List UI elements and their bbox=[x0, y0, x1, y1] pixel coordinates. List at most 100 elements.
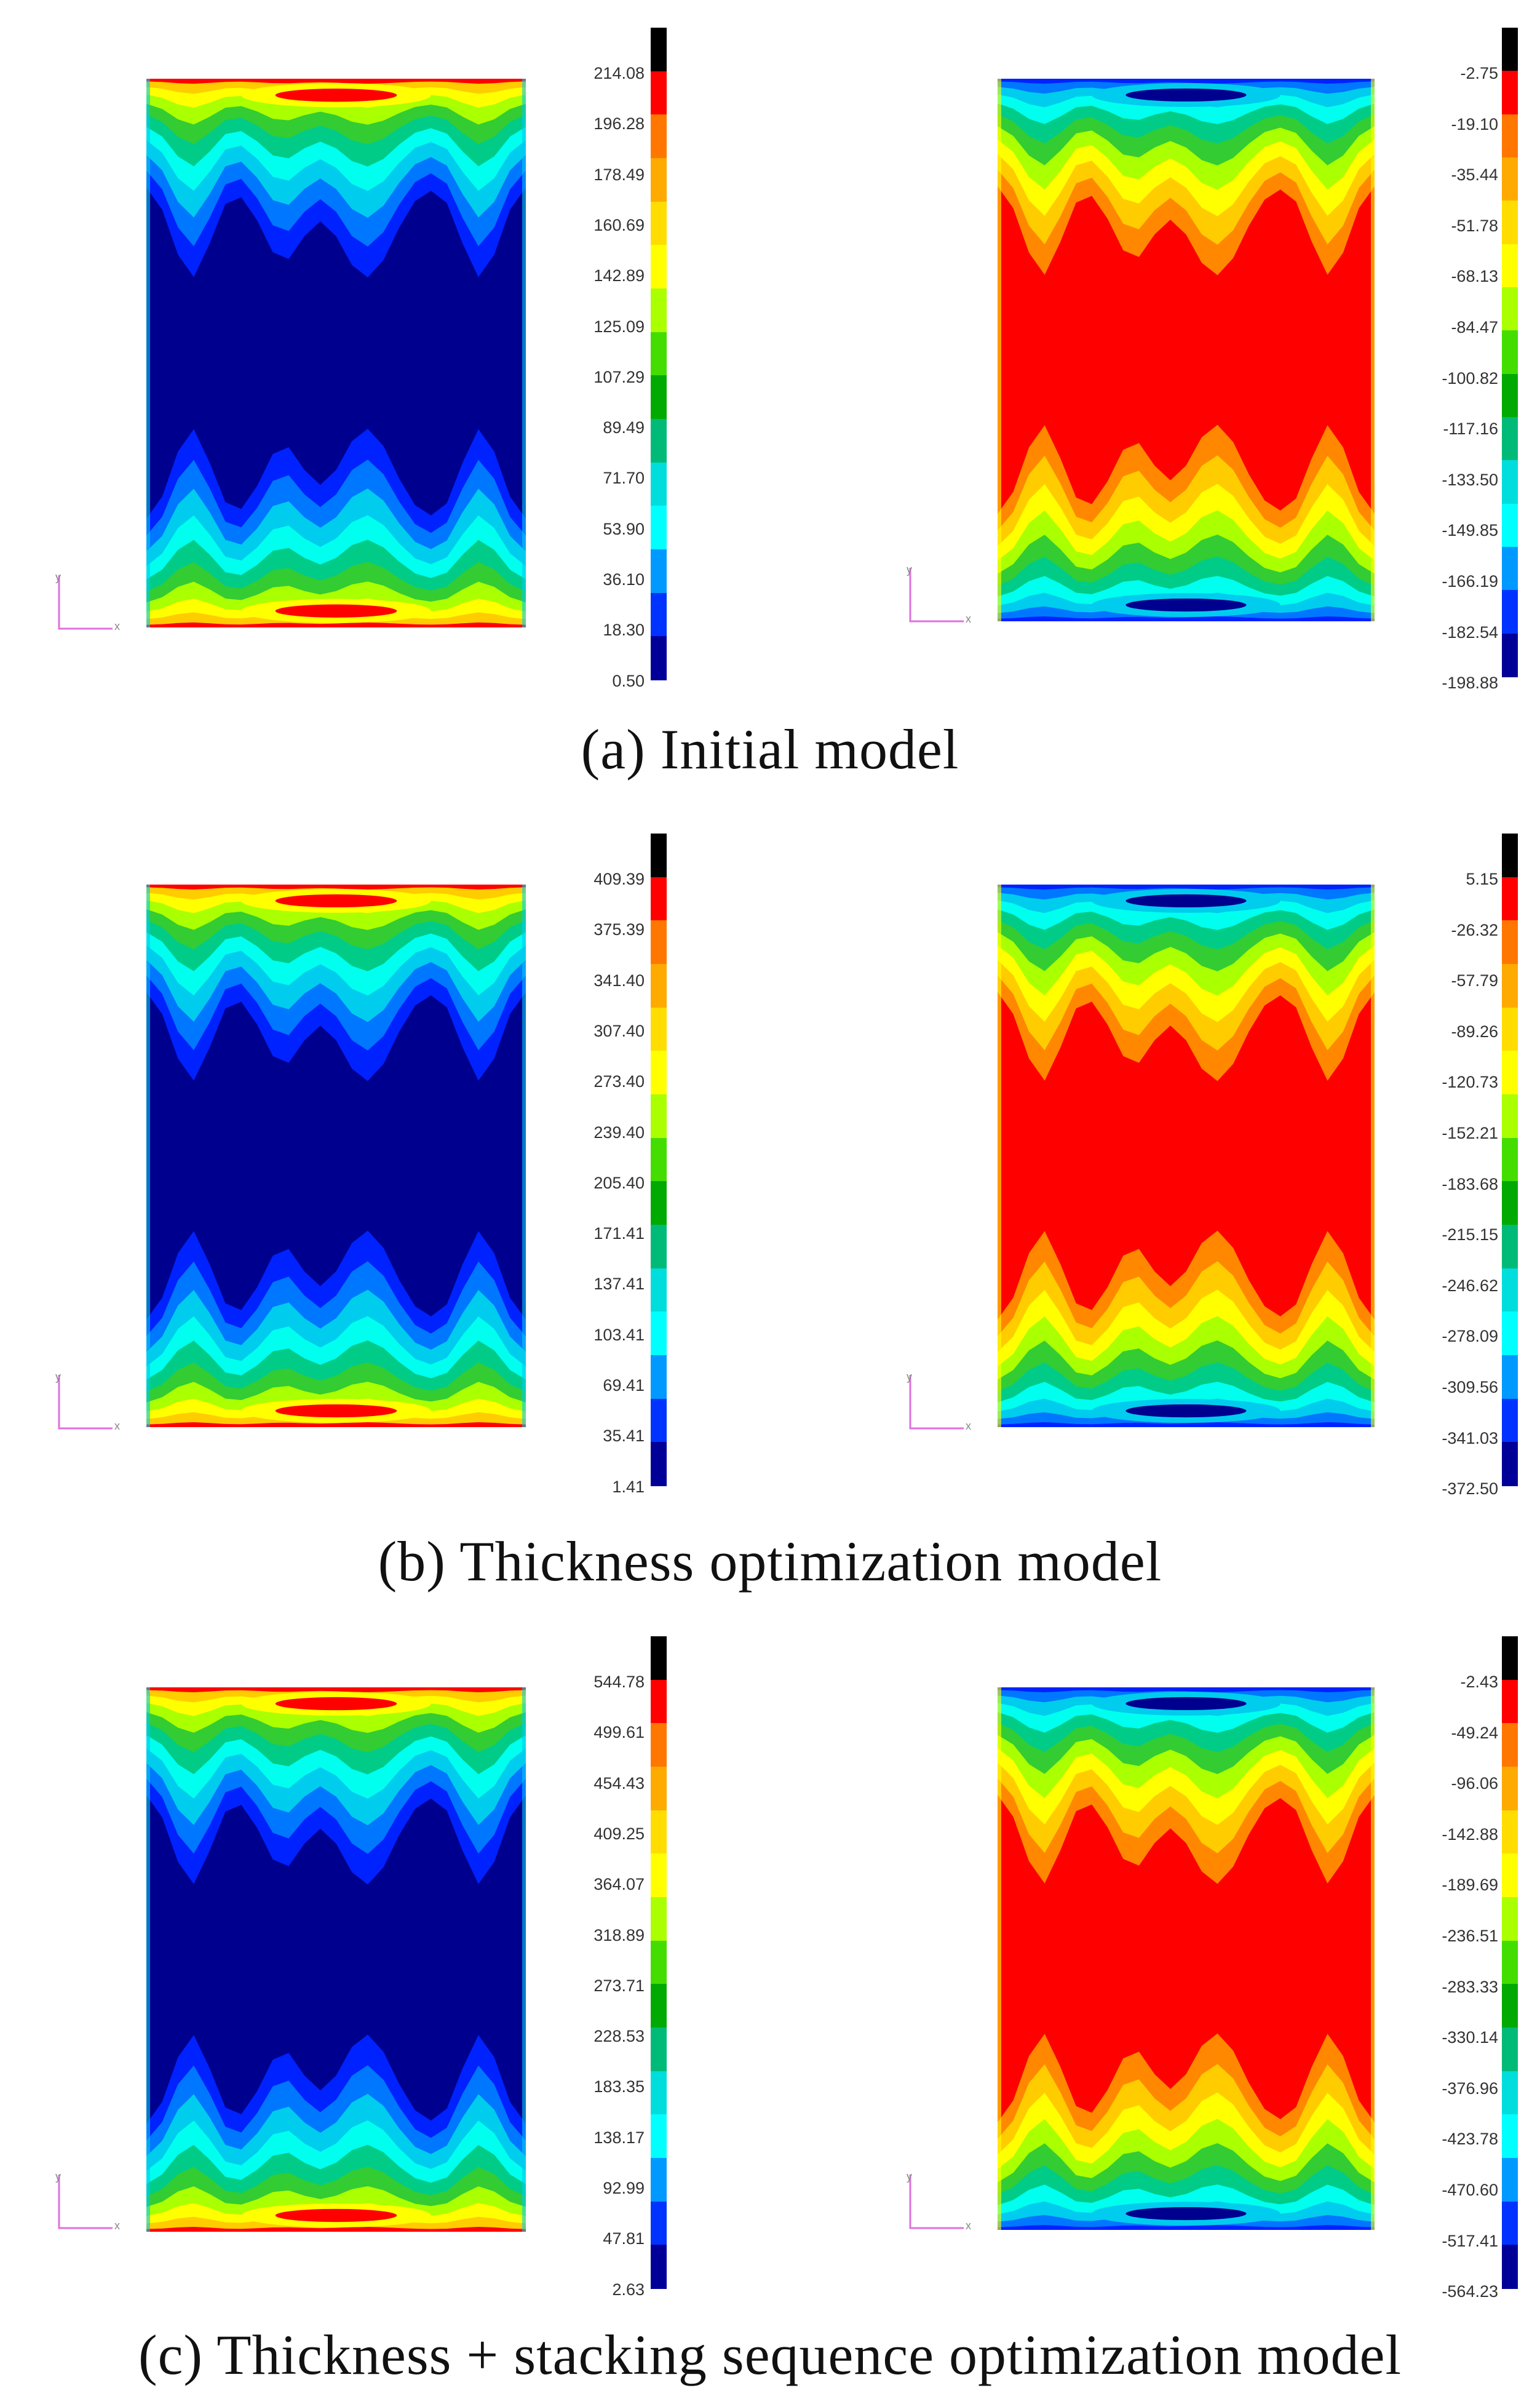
colorbar-segment bbox=[1502, 1137, 1518, 1182]
scale-label: 142.89 bbox=[593, 266, 645, 285]
scale-label: 0.50 bbox=[612, 671, 645, 690]
colorbar-segment bbox=[1502, 1442, 1518, 1486]
scale-label: 69.41 bbox=[603, 1376, 645, 1395]
scale-label: -246.62 bbox=[1442, 1276, 1498, 1295]
colorbar-segment bbox=[651, 549, 667, 594]
colorbar-right bbox=[1502, 834, 1518, 1486]
colorbar-segment bbox=[651, 1442, 667, 1486]
colorbar-segment bbox=[1502, 1225, 1518, 1269]
contour-plot-right bbox=[998, 1687, 1375, 2230]
scale-label: -57.79 bbox=[1451, 971, 1498, 990]
colorbar-segment bbox=[1502, 2114, 1518, 2159]
colorbar-segment bbox=[1502, 834, 1518, 878]
scale-label: 214.08 bbox=[593, 64, 645, 82]
colorbar-segment bbox=[1502, 1810, 1518, 1854]
colorbar-segment bbox=[1502, 114, 1518, 158]
contour-edge-right bbox=[1371, 885, 1375, 1427]
colorbar-segment bbox=[1502, 1853, 1518, 1898]
scale-label: -26.32 bbox=[1451, 920, 1498, 939]
scale-label: -117.16 bbox=[1443, 420, 1498, 439]
scale-label: -152.21 bbox=[1442, 1124, 1498, 1142]
contour-edge-right bbox=[522, 1687, 526, 2232]
caption-initial-model: (a) Initial model bbox=[581, 718, 959, 781]
contour-band-top-10 bbox=[998, 885, 1375, 890]
scale-label: -19.10 bbox=[1451, 114, 1498, 133]
scale-label: 307.40 bbox=[593, 1021, 645, 1040]
x-axis-label: x bbox=[966, 2219, 971, 2232]
caption-thickness-optimization: (b) Thickness optimization model bbox=[378, 1530, 1162, 1593]
scale-label: -278.09 bbox=[1442, 1327, 1498, 1346]
contour-lens-inner-top bbox=[275, 894, 397, 908]
scale-label: 409.25 bbox=[593, 1824, 645, 1843]
colorbar-segment bbox=[1502, 1268, 1518, 1312]
scale-label: -182.54 bbox=[1442, 623, 1498, 642]
colorbar-segment bbox=[1502, 2201, 1518, 2245]
x-axis-label: x bbox=[966, 613, 971, 625]
x-axis-label: x bbox=[114, 1420, 120, 1432]
scale-label: 228.53 bbox=[593, 2027, 645, 2046]
contour-band-top-10 bbox=[146, 1687, 526, 1692]
colorbar-segment bbox=[651, 375, 667, 420]
colorbar-segment bbox=[651, 158, 667, 202]
colorbar-segment bbox=[1502, 1636, 1518, 1681]
contour-edge-left bbox=[146, 79, 150, 627]
scale-label: 273.71 bbox=[593, 1976, 645, 1995]
colorbar-segment bbox=[651, 1137, 667, 1182]
scale-label: -215.15 bbox=[1442, 1225, 1498, 1244]
scale-label: -236.51 bbox=[1442, 1927, 1498, 1945]
colorbar-segment bbox=[651, 1853, 667, 1898]
scale-label: 273.40 bbox=[593, 1072, 645, 1091]
scale-label: -198.88 bbox=[1442, 674, 1498, 693]
scale-label: -51.78 bbox=[1451, 216, 1498, 235]
scale-label: -283.33 bbox=[1442, 1977, 1498, 1996]
scale-label: -96.06 bbox=[1451, 1774, 1498, 1793]
colorbar-segment bbox=[651, 114, 667, 159]
scale-label: 171.41 bbox=[593, 1224, 645, 1243]
colorbar-segment bbox=[651, 71, 667, 115]
colorbar-segment bbox=[651, 462, 667, 506]
scale-label: 125.09 bbox=[593, 317, 645, 336]
colorbar-segment bbox=[651, 1355, 667, 1399]
scale-label: 318.89 bbox=[593, 1925, 645, 1944]
colorbar-segment bbox=[1502, 417, 1518, 461]
y-axis-label: y bbox=[55, 572, 61, 583]
colorbar-segment bbox=[1502, 590, 1518, 634]
contour-band-top-10 bbox=[146, 885, 526, 890]
scale-label: 341.40 bbox=[593, 971, 645, 990]
scale-label: -189.69 bbox=[1442, 1876, 1498, 1895]
scale-label: -142.88 bbox=[1442, 1825, 1498, 1844]
scale-label: -68.13 bbox=[1451, 267, 1498, 286]
colorbar-segment bbox=[1502, 1767, 1518, 1811]
scale-label: -372.50 bbox=[1442, 1479, 1498, 1498]
colorbar-segment bbox=[1502, 1311, 1518, 1356]
contour-band-top-10 bbox=[998, 1687, 1375, 1692]
scale-label: 196.28 bbox=[593, 114, 645, 133]
scale-label: 35.41 bbox=[603, 1427, 645, 1446]
scale-label: -2.75 bbox=[1460, 64, 1498, 82]
colorbar-segment bbox=[651, 1007, 667, 1051]
colorbar-segment bbox=[1502, 964, 1518, 1008]
colorbar-segment bbox=[651, 1311, 667, 1356]
colorbar-segment bbox=[651, 964, 667, 1008]
scale-label: 364.07 bbox=[593, 1875, 645, 1894]
colorbar-segment bbox=[1502, 1094, 1518, 1139]
y-axis-label: y bbox=[907, 1372, 912, 1383]
colorbar-segment bbox=[651, 636, 667, 680]
scale-label: -470.60 bbox=[1442, 2181, 1498, 2199]
scale-label: 2.63 bbox=[612, 2280, 645, 2299]
scale-label: -89.26 bbox=[1451, 1022, 1498, 1041]
colorbar-segment bbox=[651, 1940, 667, 1984]
x-axis-label: x bbox=[114, 620, 120, 632]
contour-plot-left bbox=[146, 1687, 526, 2232]
scale-label: -330.14 bbox=[1442, 2028, 1498, 2047]
contour-lens-inner-bottom bbox=[1125, 2207, 1247, 2221]
scale-label: -564.23 bbox=[1442, 2282, 1498, 2301]
colorbar-left bbox=[651, 1636, 667, 2289]
colorbar-segment bbox=[651, 1225, 667, 1269]
scale-label: -133.50 bbox=[1442, 470, 1498, 489]
colorbar-segment bbox=[1502, 1984, 1518, 2028]
scale-label: 36.10 bbox=[603, 570, 645, 589]
